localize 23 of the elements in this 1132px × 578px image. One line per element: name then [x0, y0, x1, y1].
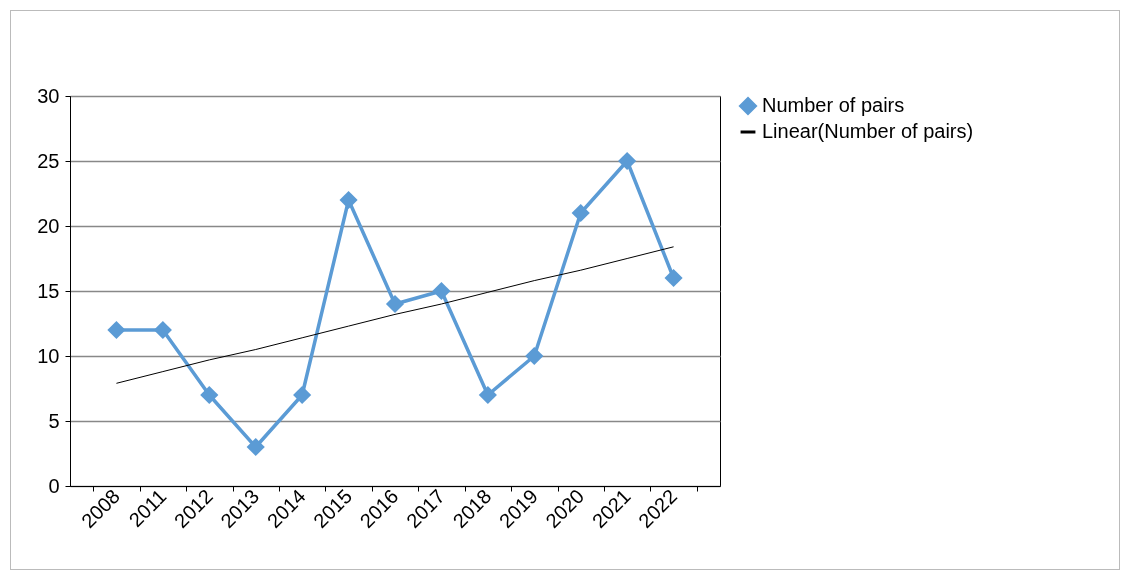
y-tick-label: 5 — [48, 409, 60, 432]
point — [525, 346, 544, 366]
legend-label: Linear(Number of pairs) — [762, 120, 974, 142]
point — [107, 320, 126, 340]
point — [432, 281, 451, 301]
point — [153, 320, 172, 340]
y-tick-label: 15 — [37, 279, 60, 302]
point — [618, 151, 637, 171]
y-tick-label: 30 — [37, 84, 60, 107]
line-series — [115, 246, 675, 384]
point — [246, 437, 265, 457]
point — [571, 203, 590, 223]
point — [478, 385, 497, 405]
point — [385, 294, 405, 314]
point — [200, 385, 219, 405]
y-tick-label: 20 — [37, 214, 60, 237]
point — [339, 190, 358, 210]
y-tick-label: 25 — [37, 149, 60, 172]
y-tick-label: 0 — [48, 474, 60, 497]
y-tick-label: 10 — [37, 344, 60, 367]
legend-label: Number of pairs — [762, 94, 905, 116]
point — [664, 268, 683, 288]
point — [293, 385, 312, 405]
